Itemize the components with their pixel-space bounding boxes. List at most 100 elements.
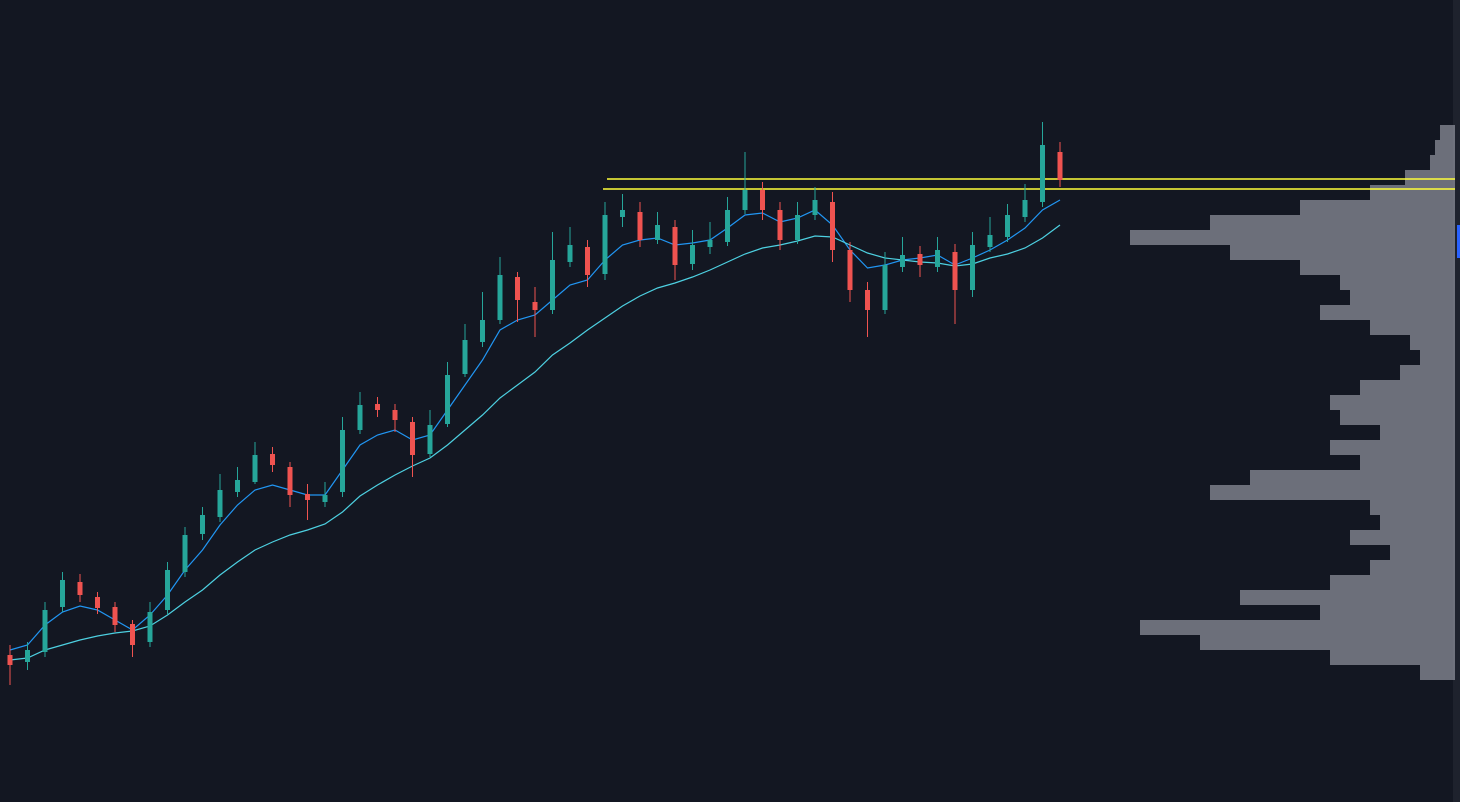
candle-body [970, 245, 975, 290]
profile-bar [1300, 260, 1455, 275]
candle-body [935, 250, 940, 267]
profile-bar [1330, 395, 1455, 410]
candle-body [130, 624, 135, 645]
profile-bar [1320, 305, 1455, 320]
candle-body [77, 582, 83, 595]
candle-body [410, 422, 415, 455]
candle-body [322, 495, 328, 502]
profile-bar [1330, 650, 1455, 665]
candle-body [340, 430, 345, 492]
profile-bar [1350, 290, 1455, 305]
profile-bar [1400, 365, 1455, 380]
candle-body [270, 454, 275, 465]
profile-bar [1140, 620, 1455, 635]
candle-body [1022, 200, 1028, 217]
candle-body [602, 215, 608, 274]
candle-body [882, 265, 888, 310]
candle-body [917, 254, 923, 265]
candle-body [987, 235, 993, 247]
candle-body [795, 215, 800, 240]
candle-body [655, 225, 660, 240]
candle-body [637, 212, 643, 240]
candle-body [375, 404, 380, 410]
profile-bar [1340, 410, 1455, 425]
candle-body [165, 570, 170, 610]
profile-bar [1435, 140, 1455, 155]
candle-body [742, 190, 748, 210]
candle-body [287, 467, 293, 495]
candle-body [357, 405, 363, 430]
candle-body [550, 260, 555, 310]
profile-bar [1405, 170, 1455, 185]
candle-body [42, 610, 48, 652]
profile-bar [1390, 545, 1455, 560]
candle-body [952, 252, 958, 290]
price-marker [1457, 225, 1460, 258]
candle-body [532, 302, 538, 310]
profile-bar [1430, 155, 1455, 170]
profile-bar [1300, 200, 1455, 215]
profile-bar [1210, 215, 1455, 230]
candle-body [567, 245, 573, 262]
profile-bar [1370, 185, 1455, 200]
candle-body [7, 655, 13, 665]
candle-body [480, 320, 485, 342]
candle-body [25, 650, 30, 662]
profile-bar [1380, 425, 1455, 440]
profile-bar [1200, 635, 1455, 650]
candle-body [777, 210, 783, 240]
profile-bar [1440, 125, 1455, 140]
candle-body [445, 375, 450, 424]
candle-body [847, 250, 853, 290]
candle-body [305, 494, 310, 500]
candle-body [182, 535, 188, 572]
candle-body [462, 340, 468, 374]
candle-body [497, 275, 503, 320]
profile-bar [1350, 530, 1455, 545]
profile-bar [1410, 335, 1455, 350]
candle-body [690, 245, 695, 264]
profile-bar [1370, 500, 1455, 515]
candle-body [235, 480, 240, 492]
profile-bar [1230, 245, 1455, 260]
scrollbar [1453, 0, 1460, 802]
profile-bar [1370, 320, 1455, 335]
profile-bar [1420, 350, 1455, 365]
profile-bar [1330, 440, 1455, 455]
candle-body [112, 607, 118, 625]
candle-body [217, 490, 223, 517]
candle-body [60, 580, 65, 607]
candle-body [392, 410, 398, 420]
candle-body [252, 455, 258, 482]
profile-bar [1360, 455, 1455, 470]
profile-bar [1380, 515, 1455, 530]
profile-bar [1420, 665, 1455, 680]
profile-bar [1250, 470, 1455, 485]
candle-body [1005, 215, 1010, 237]
profile-bar [1130, 230, 1455, 245]
candle-body [672, 227, 678, 265]
candle-body [95, 597, 100, 608]
candle-body [760, 190, 765, 210]
candle-body [427, 425, 433, 454]
candle-body [585, 247, 590, 275]
profile-bar [1370, 560, 1455, 575]
candle-body [725, 210, 730, 242]
candle-body [1057, 152, 1063, 180]
candle-body [515, 277, 520, 300]
candle-body [900, 255, 905, 267]
candle-body [812, 200, 818, 215]
candle-body [865, 290, 870, 310]
profile-bar [1210, 485, 1455, 500]
candle-body [620, 210, 625, 217]
candle-body [707, 240, 713, 247]
candle-body [147, 612, 153, 642]
profile-bar [1360, 380, 1455, 395]
profile-bar [1340, 275, 1455, 290]
candle-body [830, 202, 835, 250]
profile-bar [1240, 590, 1455, 605]
profile-bar [1330, 575, 1455, 590]
candle-body [1040, 145, 1045, 202]
